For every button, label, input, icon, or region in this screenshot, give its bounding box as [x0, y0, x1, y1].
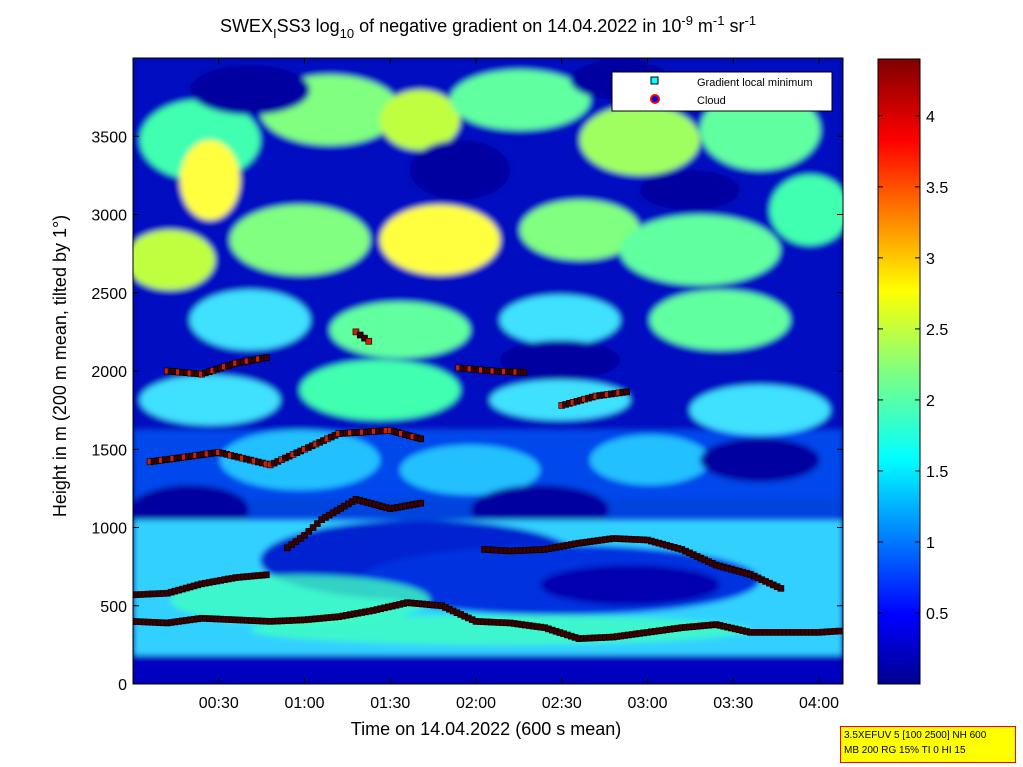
colorbar-tick-label: 4 [926, 109, 935, 126]
y-tick-label: 3000 [91, 208, 127, 225]
layer-top [352, 328, 373, 345]
legend-entry-gradient-min: Gradient local minimum [697, 77, 813, 89]
footnote-line-2: MB 200 RG 15% TI 0 HI 15 [844, 745, 966, 756]
x-tick-label: 01:30 [370, 695, 410, 712]
layer-lower [133, 599, 843, 642]
gradient-minimum-marker [309, 524, 317, 531]
legend-square-marker-icon [650, 76, 659, 85]
colorbar-tick-label: 0.5 [926, 606, 948, 623]
settings-footnote: 3.5XEFUV 5 [100 2500] NH 600 MB 200 RG 1… [840, 726, 1016, 763]
colorbar: 0.5 1 1.5 2 2.5 3 3.5 4 [877, 58, 948, 685]
heatmap-field [133, 58, 843, 684]
gradient-minimum-marker [301, 532, 308, 539]
x-axis-label: Time on 14.04.2022 (600 s mean) [351, 719, 622, 739]
y-axis-label: Height in m (200 m mean, tilted by 1°) [50, 215, 70, 517]
x-tick-label: 04:00 [799, 695, 839, 712]
x-tick-label: 01:00 [284, 695, 324, 712]
layer-upper3 [455, 364, 527, 376]
x-tick-label: 02:30 [542, 695, 582, 712]
colorbar-tick-label: 2 [926, 393, 935, 410]
y-tick-label: 1000 [91, 521, 127, 538]
colorbar-ticks: 0.5 1 1.5 2 2.5 3 3.5 4 [878, 109, 948, 623]
colorbar-tick-label: 3.5 [926, 180, 948, 197]
gradient-minimum-marker [417, 435, 425, 443]
colorbar-tick-label: 2.5 [926, 322, 948, 339]
gradient-minimum-marker [314, 520, 321, 527]
gradient-minimum-marker [835, 627, 843, 635]
gradient-minimum-marker [263, 354, 270, 361]
gradient-minimum-marker [305, 528, 313, 535]
layer-upper1 [146, 427, 425, 469]
x-axis: 00:30 01:00 01:30 02:00 02:30 03:00 03:30 04:00 [199, 58, 839, 712]
legend: Gradient local minimum Cloud [611, 71, 833, 112]
x-tick-label: 03:30 [713, 695, 753, 712]
gradient-minimum-marker [623, 388, 630, 396]
legend-entry-cloud: Cloud [697, 95, 726, 107]
y-tick-label: 2500 [91, 286, 127, 303]
heatmap [133, 58, 843, 684]
colorbar-tick-label: 1 [926, 535, 935, 552]
layer-upper4 [558, 388, 630, 409]
legend-box [611, 71, 833, 112]
gradient-minimum-layers [133, 328, 843, 642]
colorbar-gradient [877, 58, 921, 685]
y-axis: 0 500 1000 1500 2000 2500 3000 3500 [91, 129, 843, 694]
footnote-line-1: 3.5XEFUV 5 [100 2500] NH 600 [844, 730, 987, 741]
colorbar-tick-label: 3 [926, 251, 935, 268]
layer-second [133, 571, 270, 599]
layer-upper2 [163, 354, 270, 378]
colorbar-tick-label: 1.5 [926, 464, 948, 481]
x-tick-label: 03:00 [627, 695, 667, 712]
gradient-minimum-marker [365, 337, 373, 345]
y-tick-label: 1500 [91, 442, 127, 459]
y-tick-label: 3500 [91, 129, 127, 146]
gradient-minimum-marker [417, 499, 425, 507]
legend-circle-marker-icon [650, 94, 660, 104]
layer-third [481, 535, 785, 592]
layer-mid [284, 496, 425, 552]
y-tick-label: 2000 [91, 364, 127, 381]
gradient-minimum-marker [263, 571, 270, 579]
y-tick-label: 500 [100, 599, 127, 616]
gradient-minimum-marker [520, 369, 527, 376]
gradient-minimum-marker [777, 585, 785, 592]
x-tick-label: 02:00 [456, 695, 496, 712]
chart-title: SWEXISS3 log10 of negative gradient on 1… [220, 13, 756, 41]
x-tick-label: 00:30 [199, 695, 239, 712]
y-tick-label: 0 [118, 677, 127, 694]
